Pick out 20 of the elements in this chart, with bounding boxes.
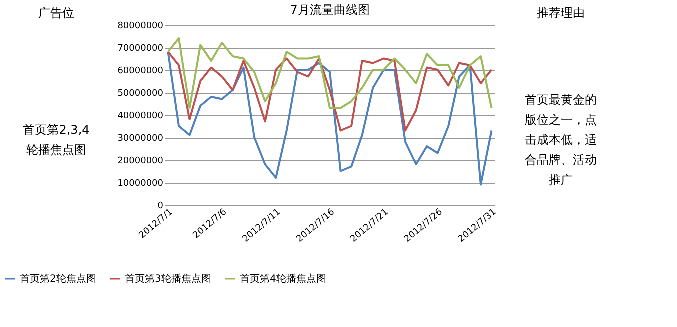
legend-label: 首页第4轮播焦点图 [240,273,326,285]
y-tick-label: 50000000 [118,89,164,99]
legend-label: 首页第3轮播焦点图 [125,273,212,285]
line-series [167,51,493,132]
text: 推荐理由 [537,6,585,20]
y-tick-label: 20000000 [118,156,164,166]
text: 首页第2,3,4轮播焦点图 [23,123,90,157]
text: 首页最黄金的版位之一，点击成本低，适合品牌、活动推广 [525,93,597,187]
y-tick-label: 10000000 [118,179,164,189]
y-tick-label: 70000000 [118,44,164,54]
text: 广告位 [38,6,74,20]
line-series [167,51,493,186]
line-series [167,38,493,110]
y-tick-label: 60000000 [118,66,164,76]
legend-label: 首页第2轮焦点图 [20,273,96,285]
y-tick-label: 30000000 [118,134,164,144]
y-tick-label: 80000000 [118,22,164,32]
y-tick-label: 40000000 [118,112,164,122]
chart-title: 7月流量曲线图 [290,3,370,17]
y-tick-label: 0 [158,202,164,212]
